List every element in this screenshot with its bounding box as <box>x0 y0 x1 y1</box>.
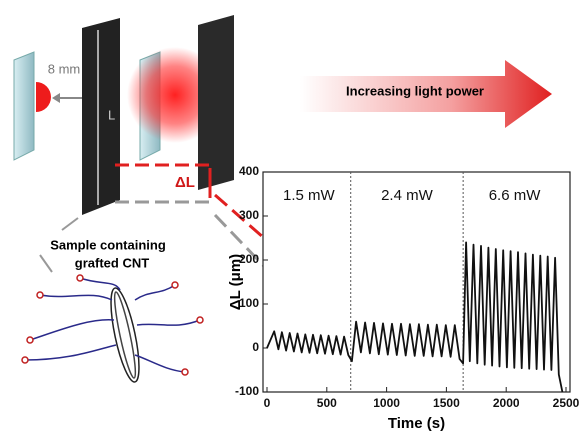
y-tick-label: 0 <box>252 340 259 354</box>
y-tick-label: 300 <box>239 208 259 222</box>
power-annotation: 6.6 mW <box>489 187 542 204</box>
y-tick-label: -100 <box>235 384 259 398</box>
pointer <box>39 254 53 273</box>
x-axis-label: Time (s) <box>388 415 445 432</box>
length-label: L <box>108 107 115 122</box>
y-axis-label: ΔL (μm) <box>227 254 244 310</box>
power-annotation: 1.5 mW <box>283 187 336 204</box>
x-tick-label: 2000 <box>493 396 520 410</box>
x-tick-label: 1000 <box>373 396 400 410</box>
delta-label: ΔL <box>175 174 195 191</box>
power-arrow <box>300 60 552 128</box>
distance-label: 8 mm <box>48 61 81 76</box>
arrow-head <box>52 93 60 103</box>
x-tick-label: 500 <box>317 396 337 410</box>
sample-label: Sample containing <box>50 237 166 252</box>
x-tick-label: 0 <box>264 396 271 410</box>
data-line <box>266 241 564 393</box>
x-tick-label: 2500 <box>553 396 580 410</box>
sample-plate <box>82 18 120 215</box>
cnt-sketch <box>21 274 204 383</box>
y-tick-label: 400 <box>239 164 259 178</box>
light-source <box>13 51 35 161</box>
arrow-label: Increasing light power <box>346 83 484 98</box>
y-tick-label: 200 <box>239 252 259 266</box>
sample-plate-bent <box>198 15 234 190</box>
light-spot <box>36 82 51 112</box>
pointer <box>61 217 79 231</box>
power-annotation: 2.4 mW <box>381 187 434 204</box>
x-tick-label: 1500 <box>433 396 460 410</box>
chart: -100 0 100 200 300 400 0 500 1000 1500 2000 2500 Tim… <box>227 164 580 432</box>
y-tick-label: 100 <box>239 296 259 310</box>
sample-label: grafted CNT <box>75 255 149 270</box>
